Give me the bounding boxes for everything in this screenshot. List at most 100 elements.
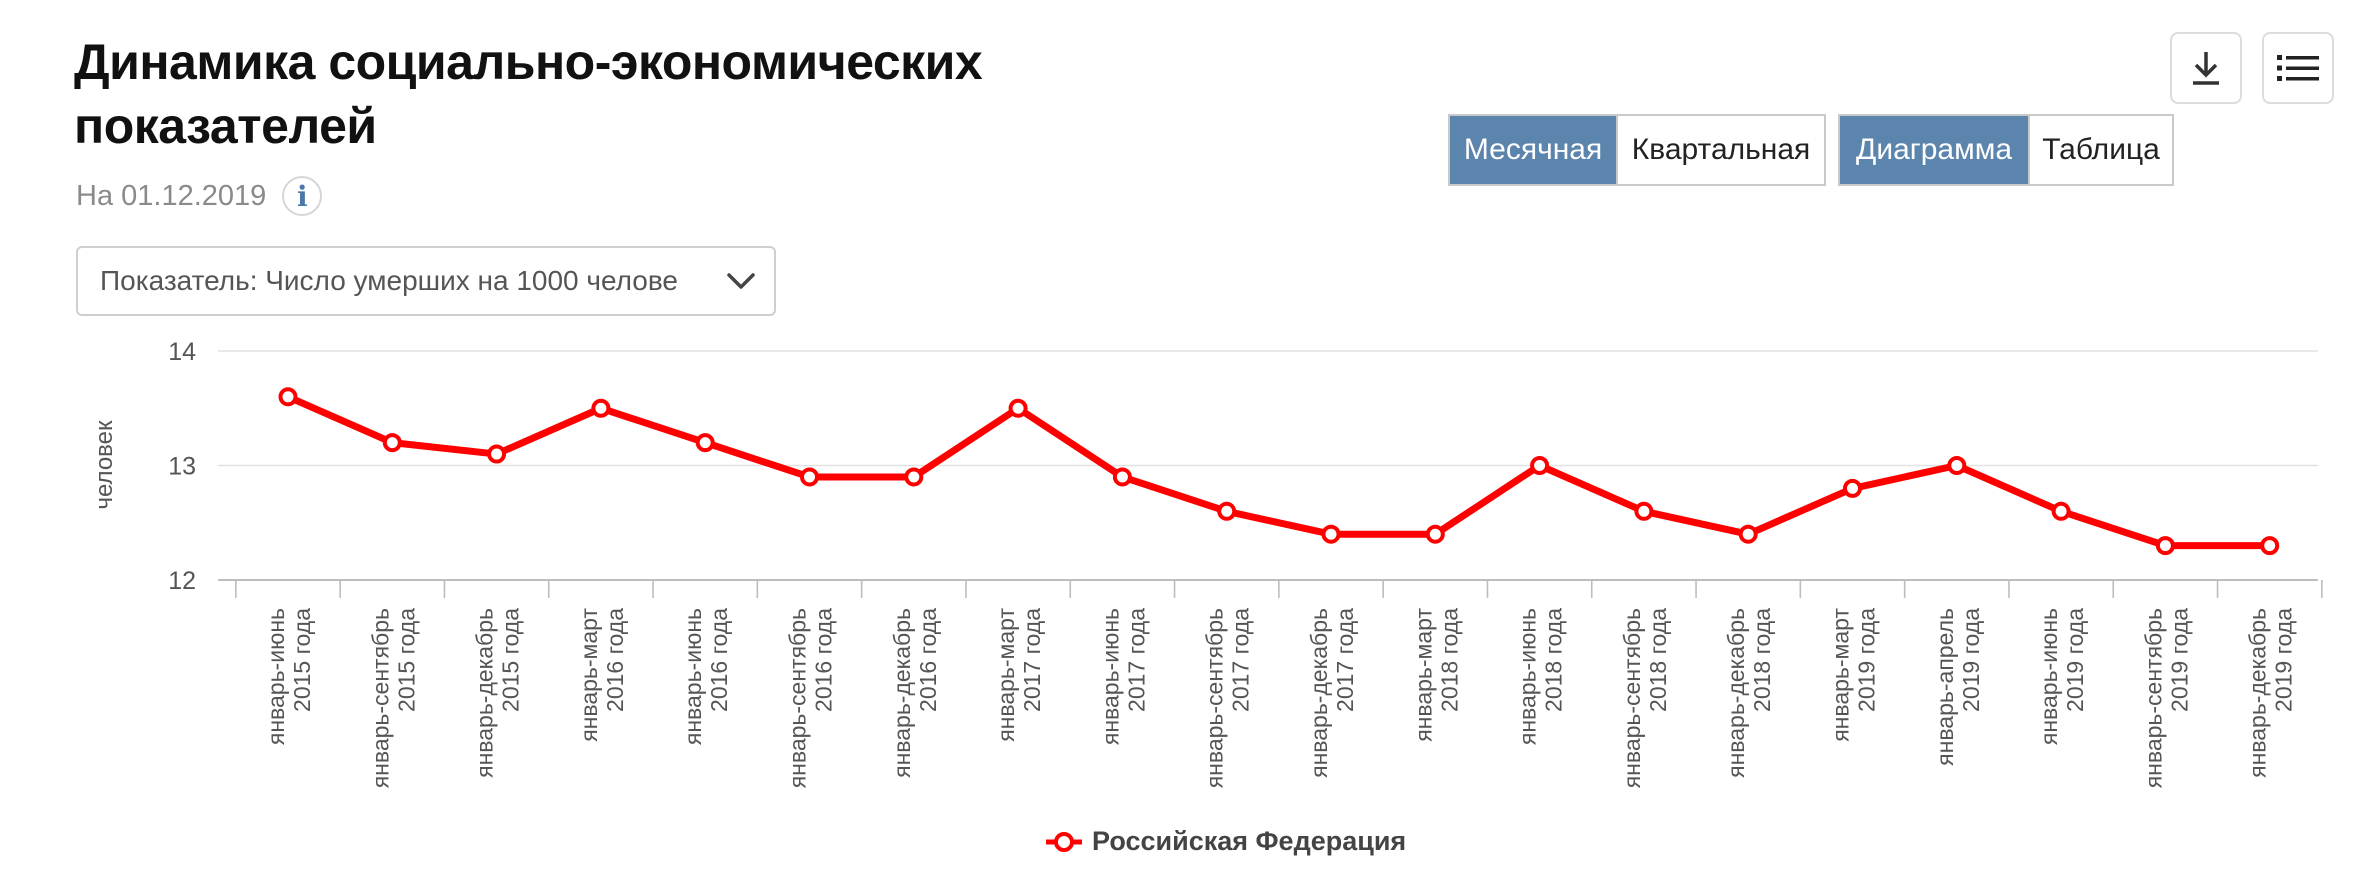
x-tick-label: январь-декабрь 2016 года — [889, 608, 941, 778]
data-point — [1112, 467, 1132, 487]
x-tick-label-period: январь-сентябрь — [2140, 608, 2166, 788]
data-point — [1321, 524, 1341, 544]
x-tick-label-period: январь-июнь — [263, 608, 289, 745]
x-tick-label-year: 2018 года — [1645, 608, 1671, 712]
info-icon[interactable]: i — [282, 176, 323, 216]
data-point — [2155, 536, 2175, 556]
x-tick-label: январь-сентябрь 2017 года — [1202, 608, 1254, 788]
menu-button[interactable] — [2262, 32, 2334, 104]
indicator-select[interactable]: Показатель: Число умерших на 1000 челове — [76, 246, 776, 316]
x-tick-label-year: 2015 года — [289, 608, 315, 712]
x-tick-label-period: январь-март — [1410, 608, 1436, 742]
x-tick-label-period: январь-март — [1828, 608, 1854, 742]
data-point — [695, 433, 715, 453]
x-tick-label: январь-сентябрь 2016 года — [785, 608, 837, 788]
x-tick-label-year: 2015 года — [393, 608, 419, 712]
x-tick-label: январь-июнь 2018 года — [1515, 608, 1567, 745]
data-point — [382, 433, 402, 453]
x-tick-label: январь-сентябрь 2015 года — [367, 608, 419, 788]
date-line: На 01.12.2019 i — [76, 174, 323, 218]
x-tick-label-period: январь-март — [576, 608, 602, 742]
x-tick-label-year: 2019 года — [1958, 608, 1984, 712]
chart-view-button[interactable]: Диаграмма — [1840, 116, 2028, 184]
indicator-select-value: Показатель: Число умерших на 1000 челове — [100, 265, 678, 296]
data-point — [1008, 398, 1028, 418]
x-tick-label: январь-декабрь 2017 года — [1306, 608, 1358, 778]
data-point — [2260, 536, 2280, 556]
x-tick-label-period: январь-сентябрь — [367, 608, 393, 788]
x-tick-label-year: 2017 года — [1123, 608, 1149, 712]
data-point — [1530, 456, 1550, 475]
x-tick-label: январь-сентябрь 2019 года — [2140, 608, 2192, 788]
x-tick-label-period: январь-июнь — [1097, 608, 1123, 745]
data-point — [904, 467, 924, 487]
data-point — [1217, 501, 1237, 521]
y-tick-label: 13 — [168, 453, 196, 481]
x-tick-label: январь-март 2016 года — [576, 608, 628, 742]
x-tick-label-year: 2016 года — [915, 608, 941, 712]
data-point — [800, 467, 819, 487]
data-point — [591, 398, 611, 418]
x-tick-label-year: 2018 года — [1541, 608, 1567, 712]
x-tick-label-year: 2016 года — [602, 608, 628, 712]
x-tick-label: январь-март 2017 года — [993, 608, 1045, 742]
x-tick-label-year: 2015 года — [498, 608, 524, 712]
y-tick-label: 14 — [168, 338, 196, 366]
x-tick-label-year: 2017 года — [1332, 608, 1358, 712]
period-toggle: Месячная Квартальная — [1448, 114, 1826, 186]
series-line — [284, 393, 2274, 550]
x-tick-label-year: 2016 года — [706, 608, 732, 712]
x-tick-label: январь-декабрь 2015 года — [472, 608, 524, 778]
x-tick-label-year: 2018 года — [1749, 608, 1775, 712]
x-tick-label-year: 2019 года — [2062, 608, 2088, 712]
download-icon — [2193, 52, 2219, 85]
y-tick-label: 12 — [168, 567, 196, 595]
x-tick-label-year: 2019 года — [2271, 608, 2297, 712]
x-tick-label: январь-июнь 2017 года — [1097, 608, 1149, 745]
download-button[interactable] — [2170, 32, 2242, 104]
x-tick-label: январь-июнь 2019 года — [2036, 608, 2088, 745]
x-tick-label: январь-июнь 2016 года — [680, 608, 732, 745]
x-tick-label-year: 2016 года — [811, 608, 837, 712]
x-tick-label-period: январь-июнь — [2036, 608, 2062, 745]
data-point — [2051, 501, 2071, 521]
x-tick-label-year: 2019 года — [1854, 608, 1880, 712]
legend-marker — [1046, 831, 1082, 852]
x-tick-label-period: январь-март — [993, 608, 1019, 742]
x-tick-label-period: январь-сентябрь — [1202, 608, 1228, 788]
x-tick-label-period: январь-декабрь — [472, 608, 498, 778]
x-tick-label-period: январь-декабрь — [1306, 608, 1332, 778]
x-tick-label-period: январь-декабрь — [889, 608, 915, 778]
chevron-down-icon — [727, 273, 755, 289]
chart-legend[interactable]: Российская Федерация — [1046, 826, 1406, 857]
data-point — [487, 444, 507, 464]
data-point — [1425, 524, 1445, 544]
x-tick-label: январь-декабрь 2019 года — [2245, 608, 2297, 778]
monthly-button[interactable]: Месячная — [1450, 116, 1616, 184]
data-point — [1843, 478, 1862, 498]
legend-series-name: Российская Федерация — [1092, 826, 1407, 856]
x-tick-label-period: январь-сентябрь — [785, 608, 811, 788]
x-tick-label-year: 2018 года — [1436, 608, 1462, 712]
x-tick-label: январь-март 2018 года — [1410, 608, 1462, 742]
x-tick-label-year: 2017 года — [1019, 608, 1045, 712]
report-date: На 01.12.2019 — [76, 179, 267, 212]
x-tick-label-period: январь-апрель — [1932, 608, 1958, 766]
x-tick-label-period: январь-сентябрь — [1619, 608, 1645, 788]
x-tick-label-year: 2019 года — [2166, 608, 2192, 712]
x-tick-label: январь-июнь 2015 года — [263, 608, 315, 745]
list-menu-icon — [2277, 55, 2319, 81]
x-tick-label-period: январь-июнь — [680, 608, 706, 745]
y-axis-label: человек — [91, 420, 118, 510]
page-title: Динамика социально-экономических показат… — [74, 34, 983, 154]
table-view-button[interactable]: Таблица — [2028, 116, 2172, 184]
data-point — [1738, 524, 1758, 544]
data-point — [278, 387, 298, 407]
x-tick-label-period: январь-декабрь — [2245, 608, 2271, 778]
x-tick-label: январь-декабрь 2018 года — [1723, 608, 1775, 778]
x-tick-label-period: январь-июнь — [1515, 608, 1541, 745]
quarterly-button[interactable]: Квартальная — [1616, 116, 1824, 184]
x-tick-label: январь-март 2019 года — [1828, 608, 1880, 742]
x-tick-label-period: январь-декабрь — [1723, 608, 1749, 778]
